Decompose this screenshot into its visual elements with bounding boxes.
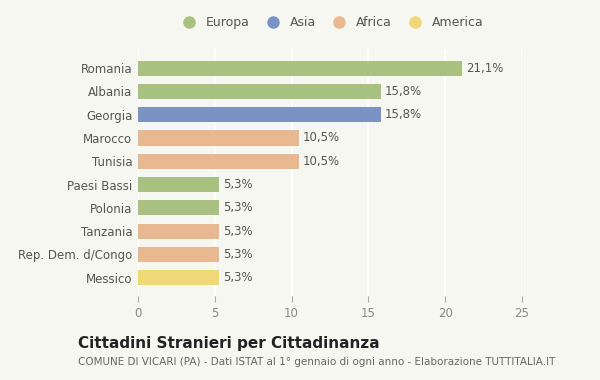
Text: 5,3%: 5,3% xyxy=(223,178,253,191)
Text: 15,8%: 15,8% xyxy=(385,85,422,98)
Bar xyxy=(138,270,220,285)
Text: 15,8%: 15,8% xyxy=(385,108,422,121)
Bar xyxy=(138,154,299,169)
Legend: Europa, Asia, Africa, America: Europa, Asia, Africa, America xyxy=(176,16,484,29)
Text: 10,5%: 10,5% xyxy=(303,155,340,168)
Bar xyxy=(138,84,380,99)
Text: 5,3%: 5,3% xyxy=(223,201,253,214)
Bar xyxy=(138,223,220,239)
Text: 21,1%: 21,1% xyxy=(466,62,503,75)
Text: 5,3%: 5,3% xyxy=(223,248,253,261)
Text: 5,3%: 5,3% xyxy=(223,271,253,284)
Text: 5,3%: 5,3% xyxy=(223,225,253,238)
Text: 10,5%: 10,5% xyxy=(303,131,340,144)
Bar xyxy=(138,107,380,122)
Text: COMUNE DI VICARI (PA) - Dati ISTAT al 1° gennaio di ogni anno - Elaborazione TUT: COMUNE DI VICARI (PA) - Dati ISTAT al 1°… xyxy=(78,357,556,367)
Bar xyxy=(138,200,220,215)
Text: Cittadini Stranieri per Cittadinanza: Cittadini Stranieri per Cittadinanza xyxy=(78,336,380,351)
Bar xyxy=(138,130,299,146)
Bar xyxy=(138,61,462,76)
Bar xyxy=(138,247,220,262)
Bar xyxy=(138,177,220,192)
